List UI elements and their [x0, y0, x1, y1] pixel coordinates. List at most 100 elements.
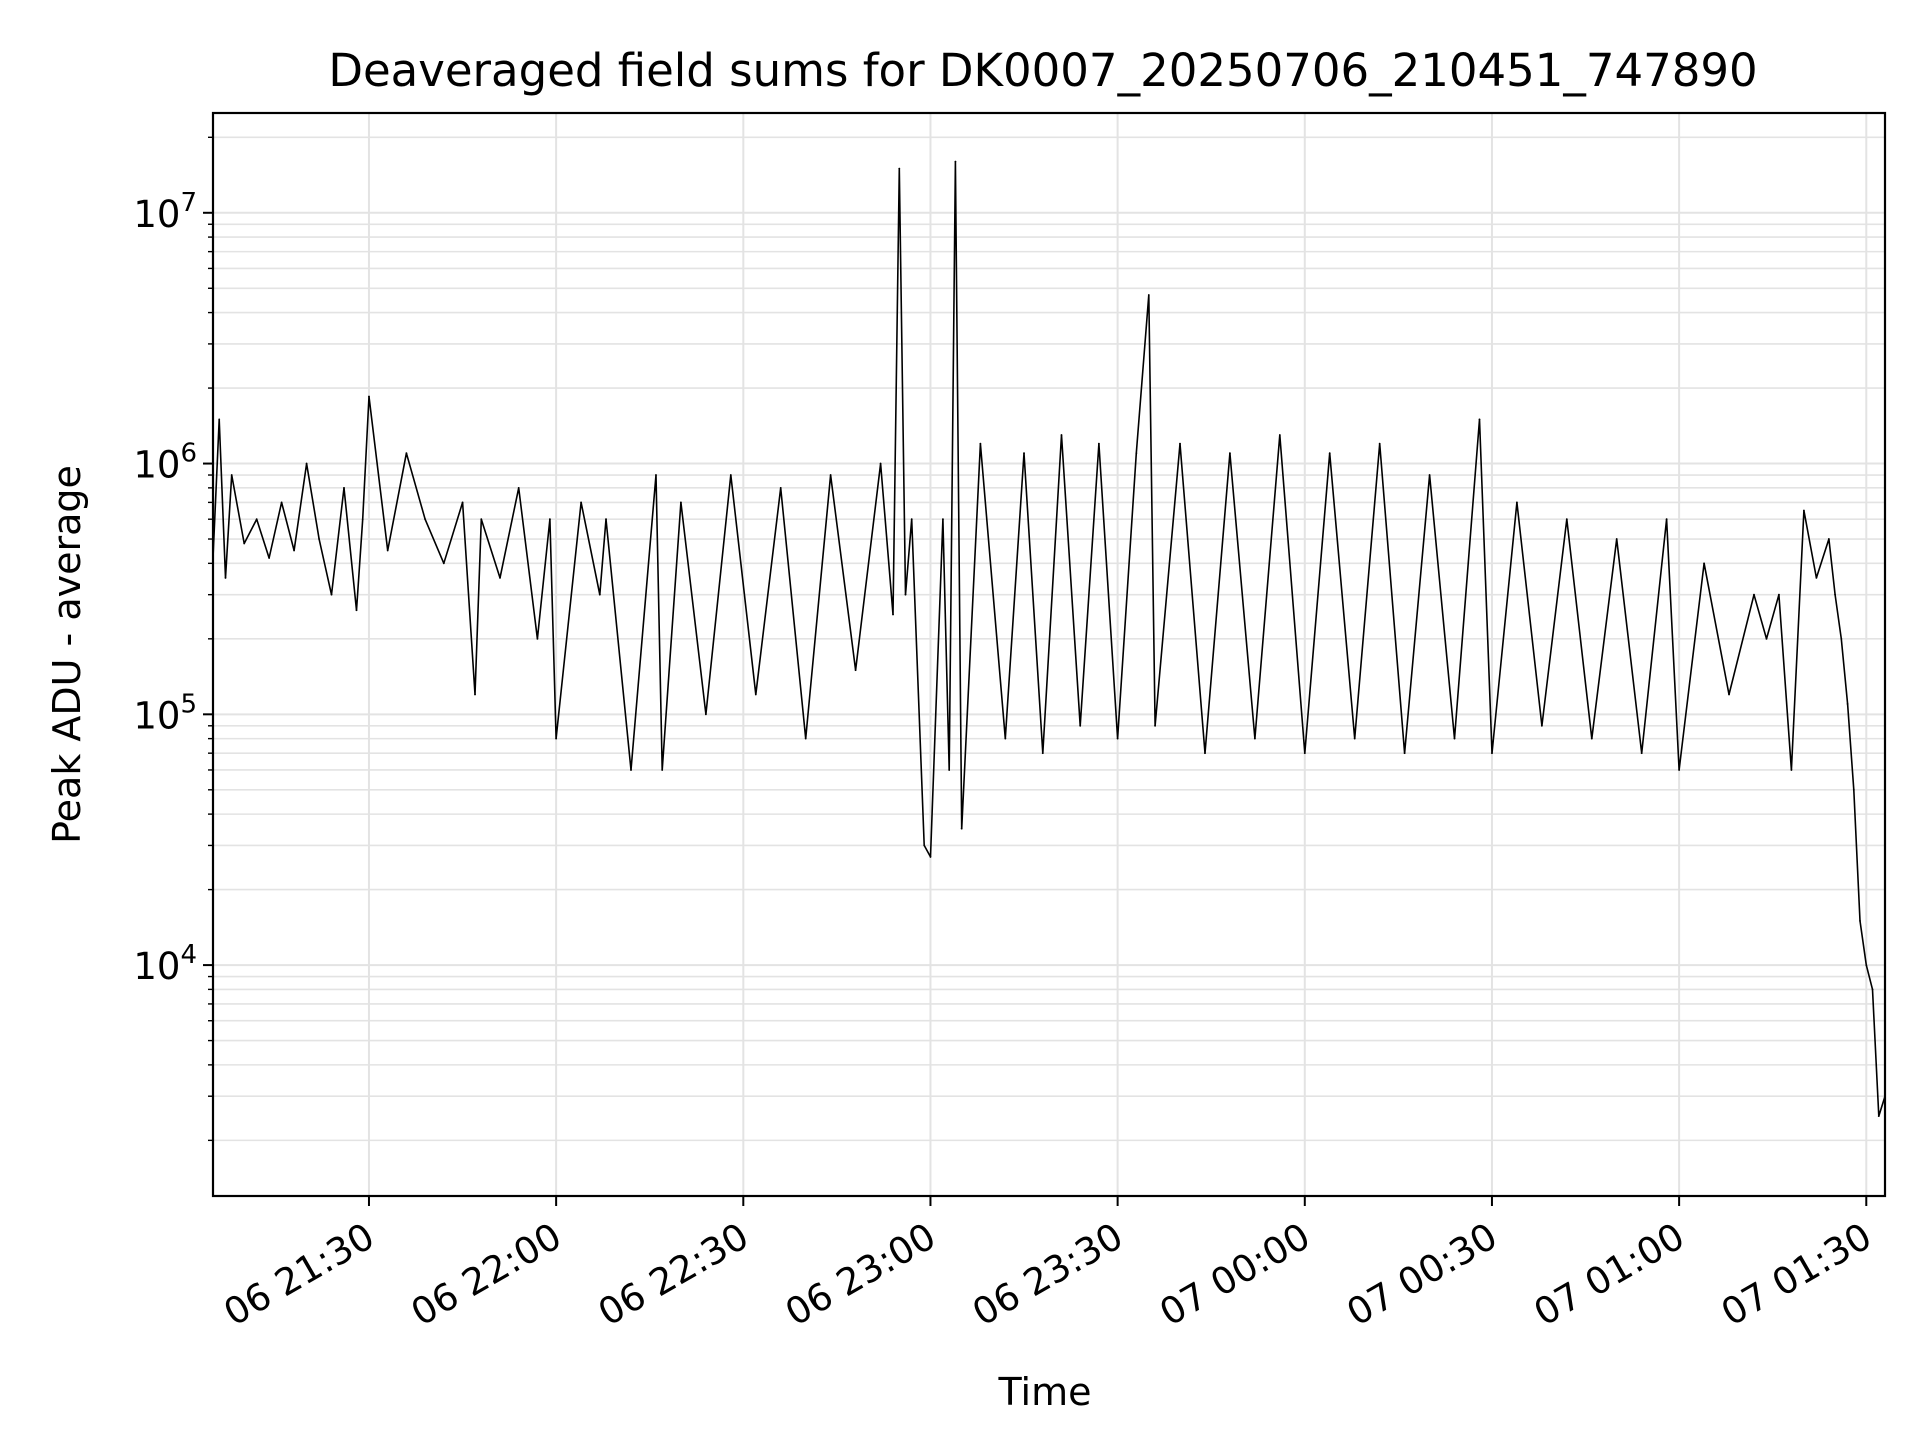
data-point	[1204, 752, 1206, 755]
data-point	[1802, 509, 1805, 512]
data-point	[1060, 434, 1063, 436]
plot-frame	[211, 111, 1887, 1198]
data-point	[1615, 538, 1618, 540]
data-point	[598, 593, 601, 596]
data-point	[1703, 562, 1705, 565]
data-point	[655, 474, 657, 476]
data-point	[1753, 593, 1755, 596]
data-point	[929, 856, 932, 858]
data-point	[474, 693, 476, 696]
data-point	[255, 518, 258, 521]
data-point	[1834, 593, 1836, 596]
data-point	[355, 609, 358, 612]
chart-title: Deaveraged field sums for DK0007_2025070…	[328, 44, 1757, 97]
data-point	[536, 637, 539, 640]
data-point	[480, 518, 483, 521]
data-point	[499, 576, 501, 579]
y-tick-label: 107	[133, 188, 197, 236]
data-point	[1852, 788, 1855, 791]
data-point	[1229, 452, 1231, 455]
data-point	[680, 501, 682, 504]
data-point	[361, 518, 364, 521]
data-point	[1815, 576, 1818, 579]
data-point	[630, 769, 632, 771]
data-point	[1079, 724, 1082, 727]
data-point	[1640, 752, 1643, 755]
data-point	[580, 501, 582, 504]
data-point	[1565, 518, 1568, 521]
data-point	[1041, 752, 1044, 755]
data-point	[1023, 452, 1025, 455]
data-point	[1154, 724, 1156, 727]
data-point	[230, 474, 233, 476]
data-point	[704, 713, 707, 716]
data-point	[1403, 752, 1406, 755]
data-point	[1827, 538, 1830, 540]
data-point	[555, 737, 558, 740]
series-line	[212, 160, 1886, 1117]
grid	[213, 113, 1885, 1196]
data-point	[368, 395, 370, 398]
data-point	[1353, 737, 1356, 740]
data-point	[330, 593, 333, 596]
data-point	[268, 557, 271, 559]
data-point	[804, 737, 807, 740]
data-point	[1135, 452, 1138, 455]
data-point	[548, 518, 551, 521]
data-point	[1098, 442, 1100, 445]
data-point	[1865, 964, 1868, 966]
data-point	[224, 576, 227, 579]
data-point	[461, 501, 464, 504]
data-point	[605, 518, 607, 521]
y-tick-label: 106	[133, 439, 197, 487]
data-point	[1303, 752, 1306, 755]
data-point	[960, 827, 963, 830]
data-point	[218, 418, 221, 421]
data-point	[954, 160, 957, 163]
data-point	[1728, 693, 1730, 696]
data-point	[1778, 593, 1780, 596]
data-point	[879, 462, 882, 465]
y-tick-label: 105	[133, 689, 197, 737]
y-axis-label: Peak ADU - average	[45, 465, 89, 844]
data-point	[1004, 737, 1007, 740]
data-point	[517, 486, 520, 489]
data-point	[424, 518, 427, 521]
data-point	[1428, 474, 1431, 476]
data-point	[1790, 769, 1793, 771]
data-point	[280, 501, 283, 504]
y-tick-label: 104	[133, 940, 197, 988]
data-point	[1179, 442, 1181, 445]
data-point	[1378, 442, 1381, 445]
data-point	[343, 486, 345, 489]
data-point	[1328, 452, 1331, 455]
x-axis-label: Time	[998, 1370, 1092, 1414]
data-point	[910, 518, 913, 521]
data-point	[1516, 501, 1518, 504]
data-point	[1453, 737, 1456, 740]
data-point	[1116, 737, 1119, 740]
data-point	[729, 474, 732, 476]
data-point	[923, 844, 926, 847]
data-point	[1540, 724, 1543, 727]
data-point	[1877, 1115, 1880, 1117]
data-point	[898, 167, 901, 170]
data-point	[1665, 518, 1668, 521]
data-point	[1590, 737, 1593, 740]
data-point	[979, 442, 982, 445]
data-point	[1846, 703, 1849, 705]
data-point	[405, 452, 408, 455]
data-point	[1871, 988, 1874, 991]
data-point	[1765, 637, 1768, 640]
data-point	[386, 549, 389, 552]
data-point	[1859, 920, 1861, 922]
data-point	[1253, 737, 1256, 740]
data-point	[305, 462, 308, 465]
data-layer	[212, 160, 1886, 1117]
data-point	[1678, 769, 1681, 771]
data-point	[1840, 637, 1843, 640]
data-point	[942, 518, 944, 521]
data-point	[442, 562, 445, 565]
